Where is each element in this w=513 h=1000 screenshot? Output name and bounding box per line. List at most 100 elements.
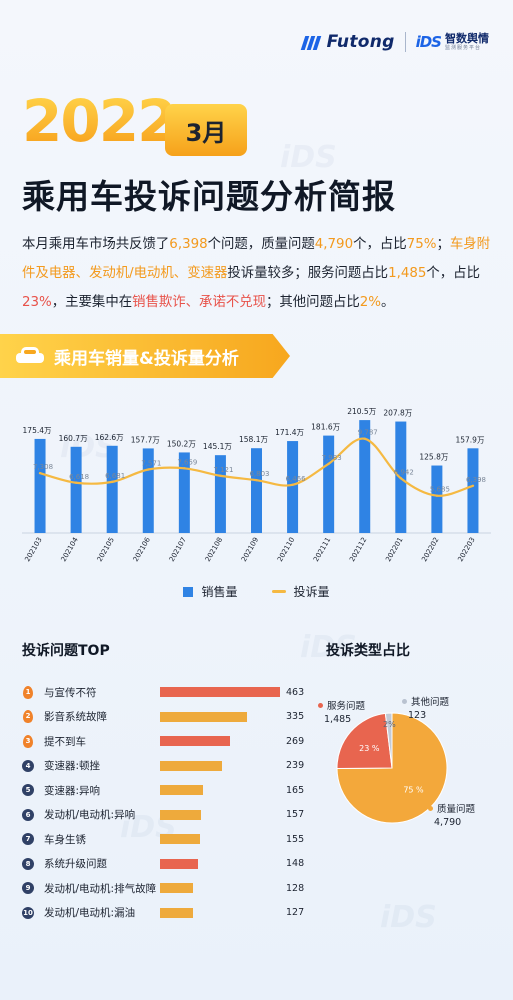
sales-bar [70, 446, 82, 533]
top-issue-value: 239 [286, 760, 305, 772]
sales-bar-label: 125.8万 [419, 453, 448, 462]
top-issue-bar [160, 711, 247, 722]
complaints-point [183, 467, 186, 470]
legend-line-swatch [271, 590, 286, 593]
sales-bar [359, 420, 371, 533]
sales-bar-label: 171.4万 [275, 428, 304, 437]
rank-badge: 9 [22, 882, 34, 895]
sales-bar-label: 210.5万 [347, 407, 376, 416]
top-issue-label: 车身生锈 [44, 833, 86, 846]
report-title: 乘用车投诉问题分析简报 [22, 177, 396, 216]
futong-logo-icon [300, 34, 323, 50]
top-issue-value: 165 [286, 784, 305, 796]
complaints-label: 5,685 [430, 486, 450, 494]
pie-svg: 75 % 23 % 2% [336, 712, 448, 824]
top-issue-bar [160, 858, 199, 869]
sales-bar-label: 150.2万 [167, 439, 196, 448]
ids-brand-name: 智数舆情 [445, 32, 489, 45]
top-issue-label: 与宣传不符 [44, 686, 97, 699]
sales-bar [287, 441, 299, 533]
pie-slice-other [384, 712, 393, 769]
complaints-point [147, 468, 150, 471]
sales-complaints-chart: 175.4万 202103 160.7万 202104 162.6万 202105 157.… [10, 388, 503, 613]
complaints-label: 7,571 [141, 460, 161, 468]
complaints-label: 7,121 [213, 466, 233, 474]
top-issue-row: 10 发动机/电动机:漏油 127 [22, 901, 314, 926]
futong-logo: Futong [300, 32, 395, 52]
service-pct: 23% [22, 295, 52, 310]
service-count: 1,485 [388, 266, 427, 281]
x-tick-label: 202104 [60, 536, 81, 564]
top-issue-row: 4 变速器:顿挫 239 [22, 754, 314, 779]
report-month-badge: 3月 [165, 104, 247, 156]
top-issue-label: 变速器:顿挫 [44, 760, 101, 773]
sales-bar-label: 181.6万 [311, 423, 340, 432]
complaints-point [363, 437, 366, 440]
complaints-point [38, 471, 42, 475]
rank-badge: 7 [22, 833, 34, 846]
legend-item-complaints: 投诉量 [271, 583, 330, 600]
complaints-point [327, 462, 330, 465]
top-issue-row: 6 发动机/电动机:异响 157 [22, 803, 314, 828]
rank-badge: 5 [22, 784, 34, 797]
total-count: 6,398 [169, 237, 208, 252]
top-issue-bar [160, 687, 280, 698]
top-issue-value: 335 [286, 711, 305, 723]
flame-rank-icon: 1 [22, 685, 34, 699]
legend-bar-swatch [183, 586, 194, 597]
divider [404, 32, 406, 52]
x-tick-label: 202108 [204, 536, 224, 563]
top-issue-value: 269 [286, 735, 305, 747]
sales-bar-label: 158.1万 [239, 435, 268, 444]
ids-brand-sub: 监测服务平台 [445, 45, 482, 51]
sales-bar-label: 162.6万 [95, 433, 124, 442]
pie-slice-service [336, 712, 393, 769]
top-issue-row: 1 与宣传不符 463 [22, 680, 314, 705]
sales-bar-label: 157.9万 [455, 435, 484, 444]
sales-bar-label: 160.7万 [59, 434, 88, 443]
x-tick-label: 202203 [456, 536, 476, 563]
type-share-pie: 75 % 23 % 2% 服务问题 1,485 其他问题 123 质量问题 4,790 [312, 668, 512, 838]
sales-bar [178, 452, 190, 533]
top-issue-value: 148 [286, 858, 305, 870]
complaints-label: 7,983 [322, 454, 342, 462]
quality-pct: 75% [406, 237, 437, 252]
section-title: 乘用车销量&投诉量分析 [54, 348, 239, 369]
rank-badge: 10 [22, 906, 34, 919]
x-tick-label: 202105 [96, 536, 116, 563]
complaints-label: 7,659 [177, 458, 197, 466]
x-tick-label: 202109 [240, 536, 260, 563]
sales-bar-label: 175.4万 [23, 426, 52, 435]
sales-bar-label: 157.7万 [131, 435, 160, 444]
x-tick-label: 202106 [132, 536, 153, 564]
complaints-point [471, 484, 475, 488]
pie-label-quality: 质量问题 4,790 [428, 803, 475, 829]
report-year: 2022 [22, 87, 177, 155]
complaints-point [110, 480, 114, 484]
top-issue-row: 8 系统升级问题 148 [22, 852, 314, 877]
legend-item-sales: 销售量 [183, 583, 238, 600]
x-tick-label: 202110 [276, 536, 296, 563]
legend-label: 销售量 [201, 585, 238, 599]
top-issue-label: 影音系统故障 [44, 711, 107, 724]
x-tick-label: 202107 [168, 536, 188, 563]
top-issue-bar [160, 760, 222, 771]
rank-badge: 4 [22, 759, 34, 772]
pie-pct-label: 23 % [359, 744, 380, 753]
futong-brand-name: Futong [326, 32, 395, 52]
top-issue-value: 155 [286, 833, 305, 845]
sales-bar-label: 207.8万 [383, 409, 412, 418]
top-issue-label: 发动机/电动机:漏油 [44, 907, 136, 920]
top-issue-value: 463 [286, 686, 305, 698]
top-issue-row: 5 变速器:异响 165 [22, 778, 314, 803]
complaints-label: 6,681 [105, 472, 125, 480]
quality-count: 4,790 [314, 237, 354, 252]
complaints-label: 6,803 [249, 470, 269, 478]
top-issue-label: 发动机/电动机:异响 [44, 809, 136, 822]
top-issue-bar [160, 883, 194, 894]
pie-label-service: 服务问题 1,485 [318, 700, 365, 726]
sales-bar [431, 465, 443, 533]
top-issue-value: 157 [286, 809, 305, 821]
ids-logo: iDS 智数舆情 监测服务平台 [416, 33, 489, 51]
complaints-label: 6,398 [466, 476, 486, 484]
